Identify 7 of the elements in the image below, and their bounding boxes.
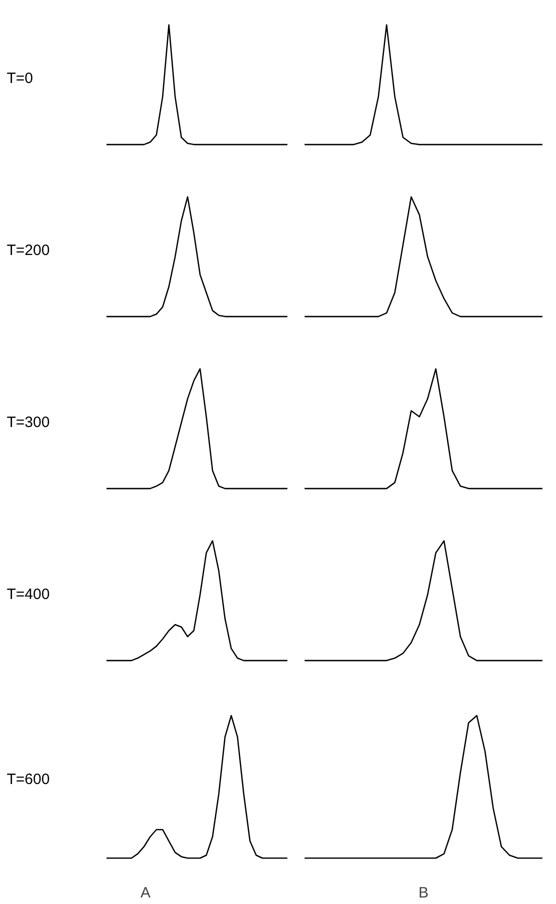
x-axis-title: B bbox=[418, 884, 429, 902]
text: T=600 bbox=[6, 771, 50, 788]
text: T=0 bbox=[6, 70, 33, 88]
x-axis-title: A bbox=[140, 884, 151, 902]
text: T=400 bbox=[6, 586, 50, 604]
text: T=200 bbox=[6, 242, 50, 260]
text: T=300 bbox=[6, 414, 50, 432]
